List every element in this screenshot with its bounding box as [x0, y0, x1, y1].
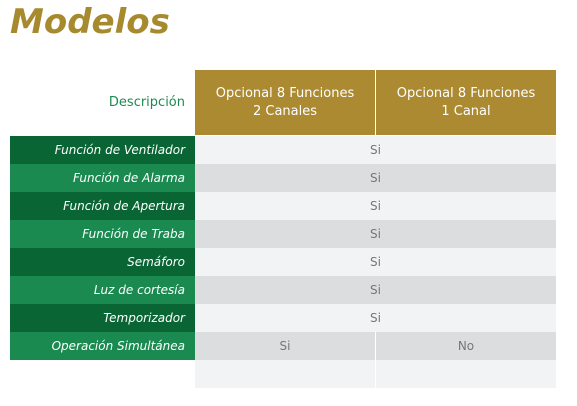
row-label: Función de Alarma	[10, 164, 195, 192]
cell: Si	[195, 136, 556, 164]
cell: No	[376, 332, 556, 360]
cell: Si	[195, 304, 556, 332]
corner-header: Descripción	[108, 95, 185, 110]
row-label: Temporizador	[10, 304, 195, 332]
cell: Si	[195, 248, 556, 276]
column-header: Opcional 8 Funciones 2 Canales	[195, 70, 375, 135]
title: Modelos	[10, 2, 170, 42]
cell: Si	[195, 164, 556, 192]
row-label: Operación Simultánea	[10, 332, 195, 360]
row-label: Semáforo	[10, 248, 195, 276]
row-label: Función de Apertura	[10, 192, 195, 220]
column-header: Opcional 8 Funciones 1 Canal	[376, 70, 556, 135]
row-label: Función de Traba	[10, 220, 195, 248]
empty-cell	[376, 360, 556, 388]
row-label: Luz de cortesía	[10, 276, 195, 304]
empty-cell	[195, 360, 375, 388]
cell: Si	[195, 276, 556, 304]
header-line: Opcional 8 Funciones	[396, 85, 536, 101]
header-line: 1 Canal	[441, 103, 491, 119]
header-line: 2 Canales	[252, 103, 318, 119]
header-line: Opcional 8 Funciones	[215, 85, 355, 101]
cell: Si	[195, 332, 375, 360]
cell: Si	[195, 192, 556, 220]
cell: Si	[195, 220, 556, 248]
row-label: Función de Ventilador	[10, 136, 195, 164]
